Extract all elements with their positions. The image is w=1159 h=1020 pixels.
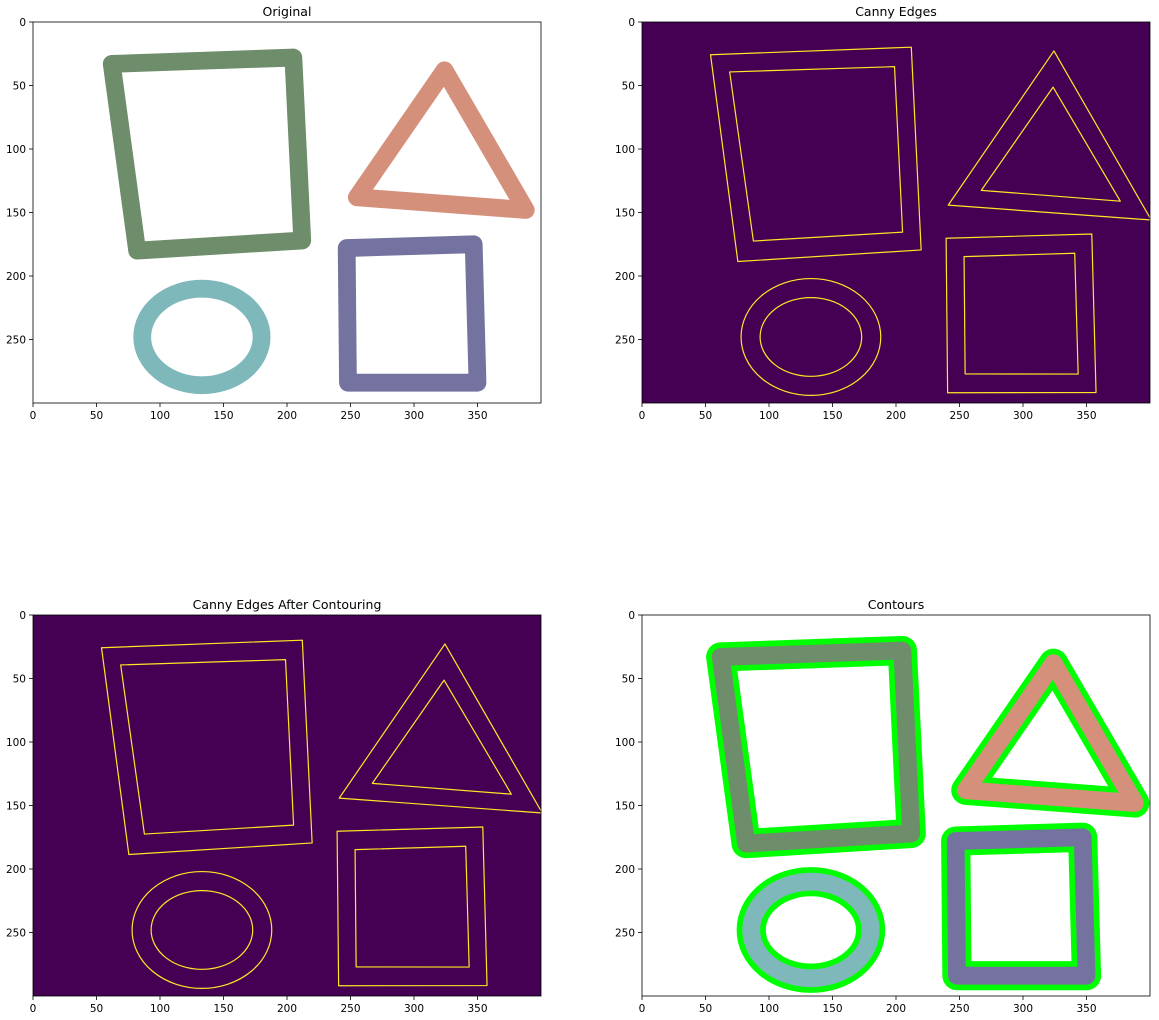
x-tick-label: 0 xyxy=(30,410,37,422)
y-tick-label: 100 xyxy=(6,144,26,156)
y-tick-label: 150 xyxy=(6,801,26,813)
x-tick-label: 200 xyxy=(277,1003,297,1015)
edge-background xyxy=(642,22,1150,403)
panel-4: Contours 0 50 100 150 200 250 300 350 0 50 100 150 20… xyxy=(615,597,1151,1015)
x-tick-label: 300 xyxy=(1013,1003,1033,1015)
x-tick-label: 300 xyxy=(1013,410,1033,422)
outer-edge-3 xyxy=(336,826,488,987)
x-tick-label: 250 xyxy=(340,410,360,422)
y-tick-label: 50 xyxy=(13,674,26,686)
inner-edge-1 xyxy=(120,659,295,835)
outer-edge-1 xyxy=(100,639,313,856)
x-tick-label: 350 xyxy=(467,410,487,422)
x-tick-label: 150 xyxy=(822,1003,842,1015)
x-tick-label: 50 xyxy=(699,1003,712,1015)
panel-1: Original 0 50 100 150 200 250 300 350 0 50 100 150 20… xyxy=(6,4,542,422)
x-tick-label: 0 xyxy=(639,1003,646,1015)
y-tick-label: 150 xyxy=(615,801,635,813)
y-tick-label: 100 xyxy=(615,144,635,156)
panel-title: Canny Edges xyxy=(855,4,937,19)
shape-quad-3 xyxy=(946,828,1096,985)
y-tick-label: 0 xyxy=(628,17,635,29)
x-tick-label: 200 xyxy=(886,1003,906,1015)
panel-2: Canny Edges 0 50 100 150 200 250 300 350 0 50 100 15… xyxy=(615,4,1151,422)
panel-title: Contours xyxy=(868,597,924,612)
shape-ellipse-4 xyxy=(133,279,271,395)
outer-edge-4 xyxy=(740,277,882,396)
shape-quad-3 xyxy=(337,235,487,392)
panel-3: Canny Edges After Contouring 0 50 100 150 200… xyxy=(6,597,542,1015)
y-tick-label: 200 xyxy=(615,864,635,876)
inner-edge-2 xyxy=(371,679,512,795)
y-tick-label: 100 xyxy=(615,737,635,749)
shape-ellipse-4 xyxy=(742,872,880,988)
panel-title: Canny Edges After Contouring xyxy=(193,597,382,612)
shape-quad-1 xyxy=(102,48,312,260)
x-tick-label: 200 xyxy=(277,410,297,422)
y-tick-label: 150 xyxy=(6,208,26,220)
shape-quad-1 xyxy=(711,641,921,853)
x-tick-label: 0 xyxy=(639,410,646,422)
x-tick-label: 350 xyxy=(467,1003,487,1015)
inner-edge-4 xyxy=(150,889,254,970)
inner-edge-1 xyxy=(729,66,904,242)
y-tick-label: 200 xyxy=(6,271,26,283)
x-tick-label: 200 xyxy=(886,410,906,422)
x-tick-label: 50 xyxy=(90,410,103,422)
y-tick-label: 100 xyxy=(6,737,26,749)
y-tick-label: 250 xyxy=(6,928,26,940)
y-tick-label: 50 xyxy=(622,674,635,686)
x-tick-label: 350 xyxy=(1076,1003,1096,1015)
y-tick-label: 250 xyxy=(615,335,635,347)
x-tick-label: 50 xyxy=(699,410,712,422)
y-tick-label: 150 xyxy=(615,208,635,220)
y-tick-label: 0 xyxy=(628,610,635,622)
y-tick-label: 50 xyxy=(622,81,635,93)
x-tick-label: 250 xyxy=(949,1003,969,1015)
x-tick-label: 100 xyxy=(759,1003,779,1015)
x-tick-label: 150 xyxy=(213,410,233,422)
y-tick-label: 200 xyxy=(6,864,26,876)
shape-triangle-2 xyxy=(347,61,535,219)
y-tick-label: 50 xyxy=(13,81,26,93)
x-tick-label: 250 xyxy=(949,410,969,422)
inner-edge-3 xyxy=(354,845,470,968)
y-tick-label: 0 xyxy=(19,610,26,622)
y-tick-label: 200 xyxy=(615,271,635,283)
inner-edge-2 xyxy=(980,86,1121,202)
x-tick-label: 50 xyxy=(90,1003,103,1015)
x-tick-label: 100 xyxy=(150,410,170,422)
outer-edge-1 xyxy=(709,46,922,263)
x-tick-label: 0 xyxy=(30,1003,37,1015)
x-tick-label: 300 xyxy=(404,410,424,422)
inner-edge-4 xyxy=(759,296,863,377)
x-tick-label: 250 xyxy=(340,1003,360,1015)
inner-edge-3 xyxy=(963,252,1079,375)
outer-edge-4 xyxy=(131,870,273,989)
x-tick-label: 350 xyxy=(1076,410,1096,422)
outer-edge-2 xyxy=(947,50,1150,221)
x-tick-label: 300 xyxy=(404,1003,424,1015)
y-tick-label: 0 xyxy=(19,17,26,29)
y-tick-label: 250 xyxy=(615,928,635,940)
panel-title: Original xyxy=(263,4,312,19)
edge-background xyxy=(33,615,541,996)
outer-edge-2 xyxy=(338,643,541,814)
x-tick-label: 150 xyxy=(213,1003,233,1015)
x-tick-label: 100 xyxy=(759,410,779,422)
outer-edge-3 xyxy=(945,233,1097,394)
shape-triangle-2 xyxy=(956,654,1144,812)
x-tick-label: 150 xyxy=(822,410,842,422)
y-tick-label: 250 xyxy=(6,335,26,347)
x-tick-label: 100 xyxy=(150,1003,170,1015)
